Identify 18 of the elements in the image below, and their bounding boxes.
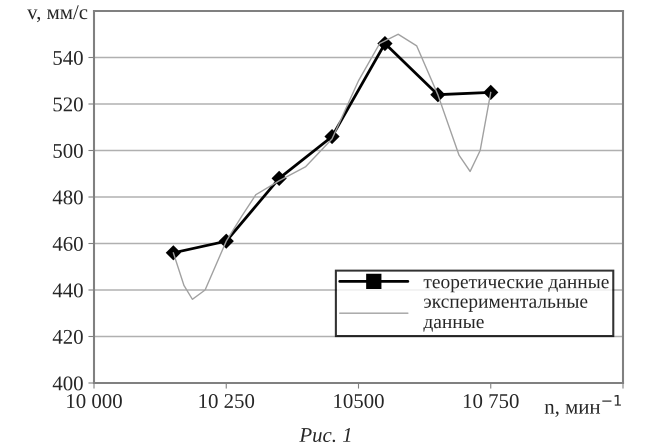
y-tick-label: 520 (54, 97, 83, 112)
y-tick-label: 540 (54, 50, 83, 65)
y-tick-label: 460 (52, 236, 83, 251)
x-tick-label: 10 250 (199, 394, 254, 408)
point (166, 245, 181, 260)
y-tick-label: 440 (52, 283, 83, 298)
legend-label: экспериментальные данные (423, 298, 588, 332)
y-tick-label: 400 (52, 376, 83, 390)
y-tick-label: 500 (54, 144, 83, 158)
x-tick-label: 10 000 (67, 394, 122, 408)
x-tick-label: 10500 (334, 394, 384, 408)
x-axis-title: n, мин$^{−1}$ (544, 395, 621, 417)
y-tick-label: 420 (52, 330, 83, 344)
legend-label: теоретические данные (424, 278, 609, 292)
y-tick-label: 480 (52, 190, 83, 204)
text: Рис. 1 (299, 428, 350, 442)
y-axis-title: v, мм/с (27, 5, 88, 22)
x-tick-label: 10 750 (464, 394, 519, 408)
